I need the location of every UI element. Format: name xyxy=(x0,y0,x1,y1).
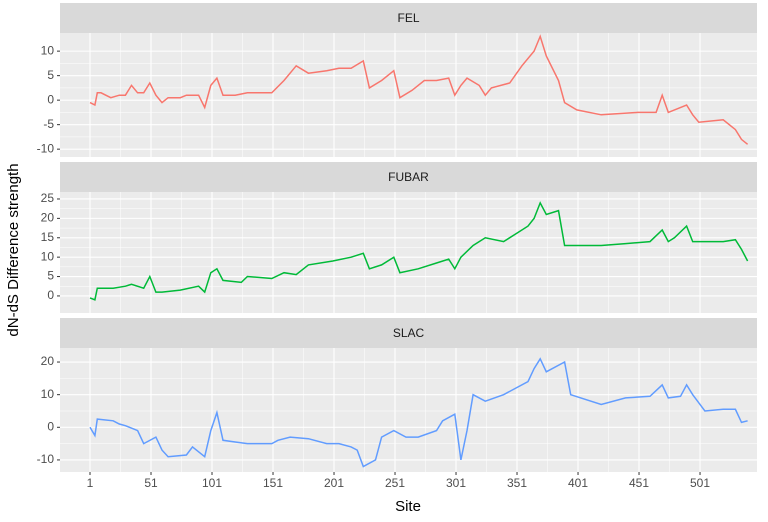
y-tick-label: 25 xyxy=(41,191,55,205)
x-tick-label: 1 xyxy=(87,476,94,490)
y-tick-label: 0 xyxy=(47,419,54,433)
y-tick-label: 5 xyxy=(47,68,54,82)
x-tick-label: 251 xyxy=(385,476,405,490)
line xyxy=(89,201,749,301)
strip xyxy=(60,162,757,192)
y-tick-label: -10 xyxy=(37,452,55,466)
line xyxy=(89,34,749,145)
y-tick-label: 15 xyxy=(41,230,55,244)
y-tick-label: 10 xyxy=(41,249,55,263)
strip xyxy=(60,318,757,348)
y-tick-label: 10 xyxy=(41,387,55,401)
x-tick-label: 51 xyxy=(144,476,158,490)
panel xyxy=(60,348,757,472)
strip xyxy=(60,3,757,33)
x-tick-label: 151 xyxy=(263,476,283,490)
x-tick-label: 451 xyxy=(629,476,649,490)
x-tick-label: 501 xyxy=(690,476,710,490)
panel xyxy=(60,192,757,313)
x-tick-label: 351 xyxy=(507,476,527,490)
x-axis-label: Site xyxy=(395,498,421,515)
y-tick-label: -10 xyxy=(37,141,55,155)
y-tick-label: 20 xyxy=(41,354,55,368)
y-tick-label: -5 xyxy=(43,117,54,131)
x-tick-label: 301 xyxy=(446,476,466,490)
y-tick-label: 20 xyxy=(41,211,55,225)
y-tick-label: 5 xyxy=(47,269,54,283)
x-tick-label: 201 xyxy=(324,476,344,490)
y-tick-label: 10 xyxy=(41,43,55,57)
y-tick-label: 0 xyxy=(47,288,54,302)
strip-label: SLAC xyxy=(393,326,425,340)
y-axis-label: dN-dS Difference strength xyxy=(5,163,22,336)
y-tick-label: 0 xyxy=(47,92,54,106)
x-tick-label: 101 xyxy=(202,476,222,490)
strip-label: FEL xyxy=(397,11,419,25)
strip-label: FUBAR xyxy=(388,170,429,184)
panel xyxy=(60,33,757,157)
x-tick-label: 401 xyxy=(568,476,588,490)
line xyxy=(89,357,748,468)
